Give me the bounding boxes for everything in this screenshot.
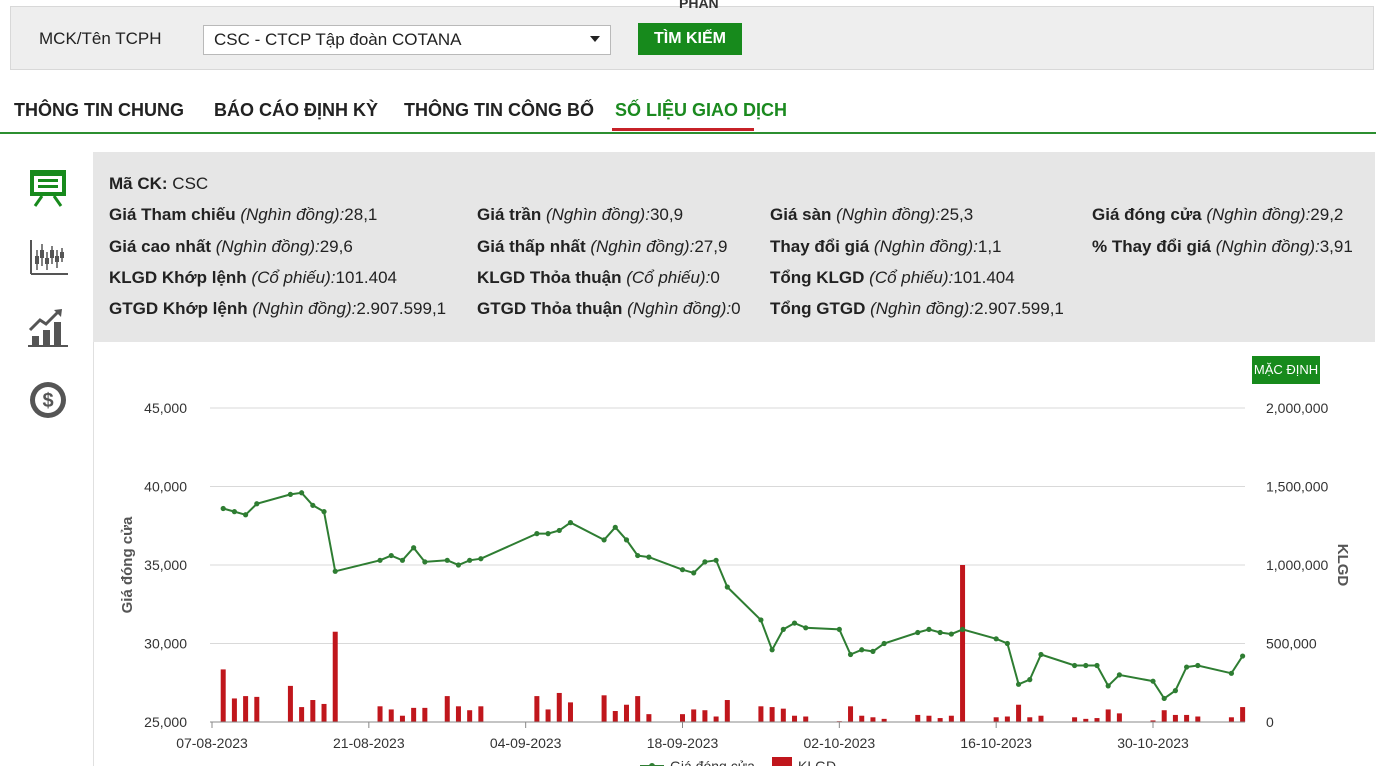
chart-area <box>93 342 1376 766</box>
negotiated-value-label: GTGD Thỏa thuận <box>477 299 623 318</box>
matched-volume-label: KLGD Khớp lệnh <box>109 268 247 287</box>
ref-price-label: Giá Tham chiếu <box>109 205 236 224</box>
total-value-value: 2.907.599,1 <box>974 299 1064 318</box>
high-price-label: Giá cao nhất <box>109 237 212 256</box>
ticker-code-label: Mã CK: <box>109 174 168 193</box>
tab-trading-data[interactable]: SỐ LIỆU GIAO DỊCH <box>615 100 788 120</box>
ceiling-price-value: 30,9 <box>649 205 684 224</box>
close-price: Giá đóng cửa (Nghìn đồng):29,2 <box>1092 205 1343 225</box>
total-value: Tổng GTGD (Nghìn đồng):2.907.599,1 <box>770 299 1064 319</box>
price-change-unit: (Nghìn đồng): <box>873 237 978 256</box>
presentation-icon[interactable] <box>26 166 70 210</box>
matched-value-value: 2.907.599,1 <box>356 299 447 318</box>
negotiated-volume-label: KLGD Thỏa thuận <box>477 268 622 287</box>
high-price: Giá cao nhất (Nghìn đồng):29,6 <box>109 237 353 257</box>
low-price: Giá thấp nhất (Nghìn đồng):27,9 <box>477 237 727 257</box>
price-change-pct-label: % Thay đổi giá <box>1092 237 1212 256</box>
low-price-unit: (Nghìn đồng): <box>590 237 695 256</box>
dollar-coin-icon[interactable]: $ <box>26 378 70 422</box>
matched-value-unit: (Nghìn đồng): <box>252 299 357 318</box>
tab-periodic-reports[interactable]: BÁO CÁO ĐỊNH KỲ <box>214 100 379 120</box>
tab-general-info[interactable]: THÔNG TIN CHUNG <box>14 100 184 120</box>
ticker-code-value: CSC <box>172 174 209 193</box>
negotiated-volume: KLGD Thỏa thuận (Cổ phiếu):0 <box>477 268 720 288</box>
floor-price-value: 25,3 <box>940 205 974 224</box>
total-volume: Tổng KLGD (Cổ phiếu):101.404 <box>770 268 1015 288</box>
reset-zoom-button[interactable]: MẶC ĐỊNH <box>1252 356 1320 384</box>
floor-price-unit: (Nghìn đồng): <box>836 205 941 224</box>
negotiated-value: GTGD Thỏa thuận (Nghìn đồng):0 <box>477 299 741 319</box>
ceiling-price: Giá trần (Nghìn đồng):30,9 <box>477 205 683 225</box>
header-fragment: PHẦN <box>679 0 719 11</box>
low-price-label: Giá thấp nhất <box>477 237 586 256</box>
ref-price: Giá Tham chiếu (Nghìn đồng):28,1 <box>109 205 377 225</box>
ref-price-unit: (Nghìn đồng): <box>240 205 345 224</box>
floor-price: Giá sàn (Nghìn đồng):25,3 <box>770 205 973 225</box>
ceiling-price-label: Giá trần <box>477 205 542 224</box>
total-volume-value: 101.404 <box>953 268 1015 287</box>
price-change-pct-value: 3,91 <box>1319 237 1353 256</box>
matched-volume: KLGD Khớp lệnh (Cổ phiếu):101.404 <box>109 268 397 288</box>
price-change: Thay đổi giá (Nghìn đồng):1,1 <box>770 237 1002 257</box>
ticker-code: Mã CK: CSC <box>109 174 208 194</box>
matched-volume-value: 101.404 <box>335 268 397 287</box>
active-tab-indicator <box>612 128 754 131</box>
search-button[interactable]: TÌM KIẾM <box>638 23 742 55</box>
search-bar: PHẦN MCK/Tên TCPH CSC - CTCP Tập đoàn CO… <box>10 0 1374 70</box>
matched-value: GTGD Khớp lệnh (Nghìn đồng):2.907.599,1 <box>109 299 446 319</box>
ceiling-price-unit: (Nghìn đồng): <box>545 205 650 224</box>
chevron-down-icon <box>590 36 600 42</box>
tab-disclosures[interactable]: THÔNG TIN CÔNG BỐ <box>404 100 594 120</box>
negotiated-value-value: 0 <box>731 299 741 318</box>
svg-text:$: $ <box>42 390 53 412</box>
stock-info-panel: Mã CK: CSC Giá Tham chiếu (Nghìn đồng):2… <box>93 152 1375 342</box>
negotiated-volume-value: 0 <box>710 268 720 287</box>
price-change-pct-unit: (Nghìn đồng): <box>1215 237 1320 256</box>
low-price-value: 27,9 <box>694 237 728 256</box>
total-volume-unit: (Cổ phiếu): <box>869 268 954 287</box>
candlestick-chart-icon[interactable] <box>26 236 70 280</box>
bar-growth-icon[interactable] <box>26 306 70 350</box>
high-price-value: 29,6 <box>319 237 353 256</box>
tab-bar: THÔNG TIN CHUNG BÁO CÁO ĐỊNH KỲ THÔNG TI… <box>0 96 1376 134</box>
negotiated-value-unit: (Nghìn đồng): <box>627 299 732 318</box>
ticker-select[interactable]: CSC - CTCP Tập đoàn COTANA <box>203 25 611 55</box>
ref-price-value: 28,1 <box>344 205 378 224</box>
matched-value-label: GTGD Khớp lệnh <box>109 299 248 318</box>
price-change-value: 1,1 <box>977 237 1002 256</box>
matched-volume-unit: (Cổ phiếu): <box>251 268 336 287</box>
close-price-unit: (Nghìn đồng): <box>1206 205 1311 224</box>
high-price-unit: (Nghìn đồng): <box>215 237 320 256</box>
total-value-unit: (Nghìn đồng): <box>870 299 975 318</box>
negotiated-volume-unit: (Cổ phiếu): <box>626 268 711 287</box>
floor-price-label: Giá sàn <box>770 205 832 224</box>
price-change-pct: % Thay đổi giá (Nghìn đồng):3,91 <box>1092 237 1353 257</box>
price-change-label: Thay đổi giá <box>770 237 870 256</box>
ticker-label: MCK/Tên TCPH <box>39 29 162 48</box>
close-price-value: 29,2 <box>1310 205 1344 224</box>
ticker-select-value: CSC - CTCP Tập đoàn COTANA <box>214 30 462 49</box>
total-volume-label: Tổng KLGD <box>770 268 865 287</box>
total-value-label: Tổng GTGD <box>770 299 866 318</box>
close-price-label: Giá đóng cửa <box>1092 205 1202 224</box>
